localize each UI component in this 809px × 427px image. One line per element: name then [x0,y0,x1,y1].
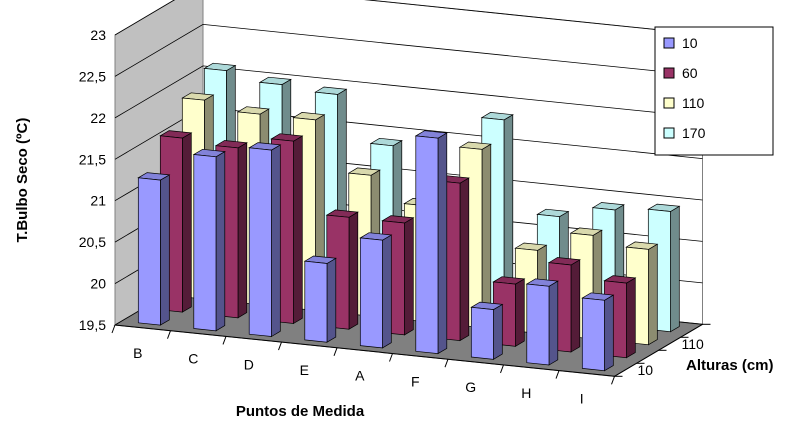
x-tick-label: B [133,345,142,361]
bar-side [348,211,359,330]
legend-box [654,26,774,156]
bar-side [481,143,492,329]
bar-10-B [137,172,171,326]
y-tick-label: 21,5 [79,151,106,167]
x-tick-label: G [465,379,476,395]
legend-swatch [663,97,675,109]
legend-swatch [663,37,675,49]
x-axis-title: Puntos de Medida [236,403,365,420]
bar-front [304,260,328,343]
y-tick-label: 20,5 [79,234,106,250]
bar-side [648,243,658,346]
bar-10-F [414,130,448,355]
legend-label: 110 [682,95,705,111]
x-tick [611,376,615,385]
depth-tick-labels: 10 110 [614,323,711,378]
bar-front [193,154,217,332]
y-tick-label: 22,5 [79,68,106,84]
bar-side [326,257,337,343]
bar-10-I [581,292,615,372]
x-tick-labels: B C D E A F G H I [111,324,615,406]
y-tick-labels: 19,5 20 20,5 21 21,5 22 22,5 23 [79,27,106,333]
y-tick-label: 23 [90,27,106,43]
bar-side [293,135,303,325]
x-tick-label: I [580,390,584,406]
bar-front [581,297,605,372]
bar-side [437,132,448,355]
bar-10-E [303,255,337,343]
bar-side [271,144,281,338]
y-gridline [114,23,703,77]
bar-front [526,283,550,366]
y-axis-title: T.Bulbo Seco (ºC) [14,118,31,243]
depth-tick-label: 10 [638,362,654,378]
y-tick-label: 22 [90,110,106,126]
x-tick-label: D [244,356,254,372]
x-tick [278,341,282,351]
legend-swatch [663,127,675,139]
bar-side [493,303,503,360]
x-tick [222,336,227,345]
bar-side [215,150,226,332]
x-tick-label: C [188,351,198,367]
bar-side [237,142,248,319]
bar-front [248,147,272,337]
x-tick-label: F [411,373,420,389]
legend-label: 60 [682,65,698,81]
x-tick [500,364,504,374]
x-tick [389,353,393,362]
x-tick [444,359,449,368]
bar-10-G [470,301,504,360]
bar-front [470,306,494,360]
y-tick-label: 20 [90,276,106,292]
bar-front [359,237,383,349]
x-tick [333,347,338,356]
y-gridline [114,65,703,119]
bar-side [670,205,680,333]
bar-side [182,132,192,313]
bar-side [459,177,470,342]
legend-items: 10 60 110 170 [663,35,706,141]
bar-side [604,294,614,372]
bar-10-C [192,148,226,332]
y-gridline [114,0,703,36]
y-tick-label: 21 [90,193,106,209]
x-tick-label: E [300,362,309,378]
bar-10-D [248,142,282,338]
legend: 10 60 110 170 [654,26,774,156]
bar-front [415,135,439,354]
bar-10-H [525,278,559,366]
y-tick-label: 19,5 [79,317,106,333]
bar-front [137,177,161,326]
bars-group [137,62,681,372]
bar-side [570,259,581,353]
x-tick-label: A [355,368,365,384]
depth-axis-title: Alturas (cm) [686,357,774,374]
legend-label: 170 [682,125,706,141]
legend-label: 10 [682,35,698,51]
x-axis-line [114,324,615,377]
depth-tick-label: 110 [682,336,705,352]
bar-side [382,234,392,349]
x-tick-label: H [521,385,531,401]
bar-10-A [359,232,393,349]
bar-side [515,278,525,347]
legend-swatch [663,67,675,79]
x-tick [167,330,171,339]
x-tick [555,370,560,379]
bar-side [626,277,636,359]
bar-side [548,280,559,366]
bar-110-I [625,241,659,346]
x-tick [111,324,116,334]
bar-side [160,174,170,326]
bar-side [404,217,414,336]
